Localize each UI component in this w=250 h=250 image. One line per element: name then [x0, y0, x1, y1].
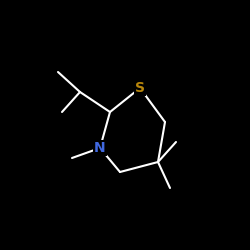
Text: S: S — [135, 81, 145, 95]
Text: N: N — [94, 141, 106, 155]
